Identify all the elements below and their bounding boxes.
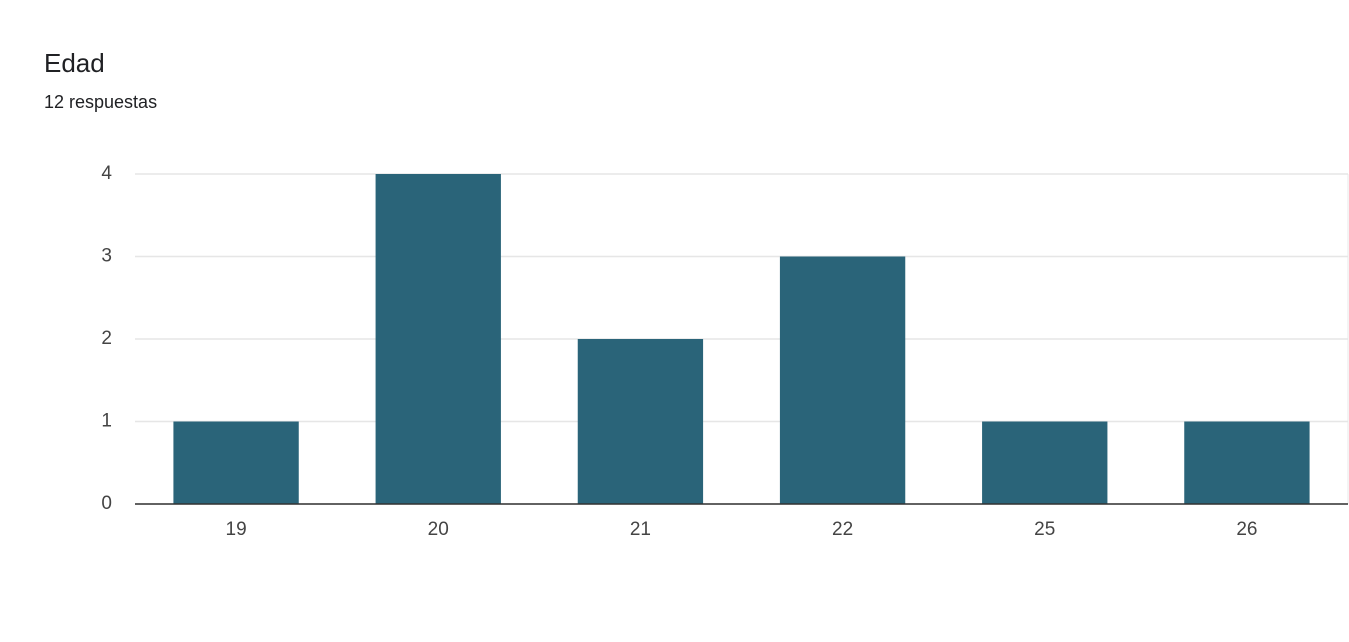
- bar: [577, 339, 704, 504]
- bar: [375, 174, 501, 504]
- bar: [1184, 421, 1310, 504]
- bar: [982, 421, 1108, 504]
- x-tick-label: 26: [1236, 519, 1257, 540]
- bar: [779, 256, 906, 504]
- y-tick-label: 4: [101, 163, 112, 184]
- x-tick-label: 25: [1034, 519, 1055, 540]
- bar: [173, 421, 299, 504]
- x-tick-label: 22: [832, 519, 853, 540]
- y-tick-label: 3: [101, 246, 112, 267]
- chart-subtitle: 12 respuestas: [44, 92, 157, 112]
- x-tick-label: 20: [428, 519, 449, 540]
- y-tick-label: 2: [101, 328, 112, 349]
- x-tick-label: 19: [226, 519, 247, 540]
- chart-title: Edad: [44, 48, 105, 78]
- y-tick-label: 0: [101, 493, 112, 514]
- x-tick-label: 21: [630, 519, 651, 540]
- y-tick-label: 1: [101, 411, 112, 432]
